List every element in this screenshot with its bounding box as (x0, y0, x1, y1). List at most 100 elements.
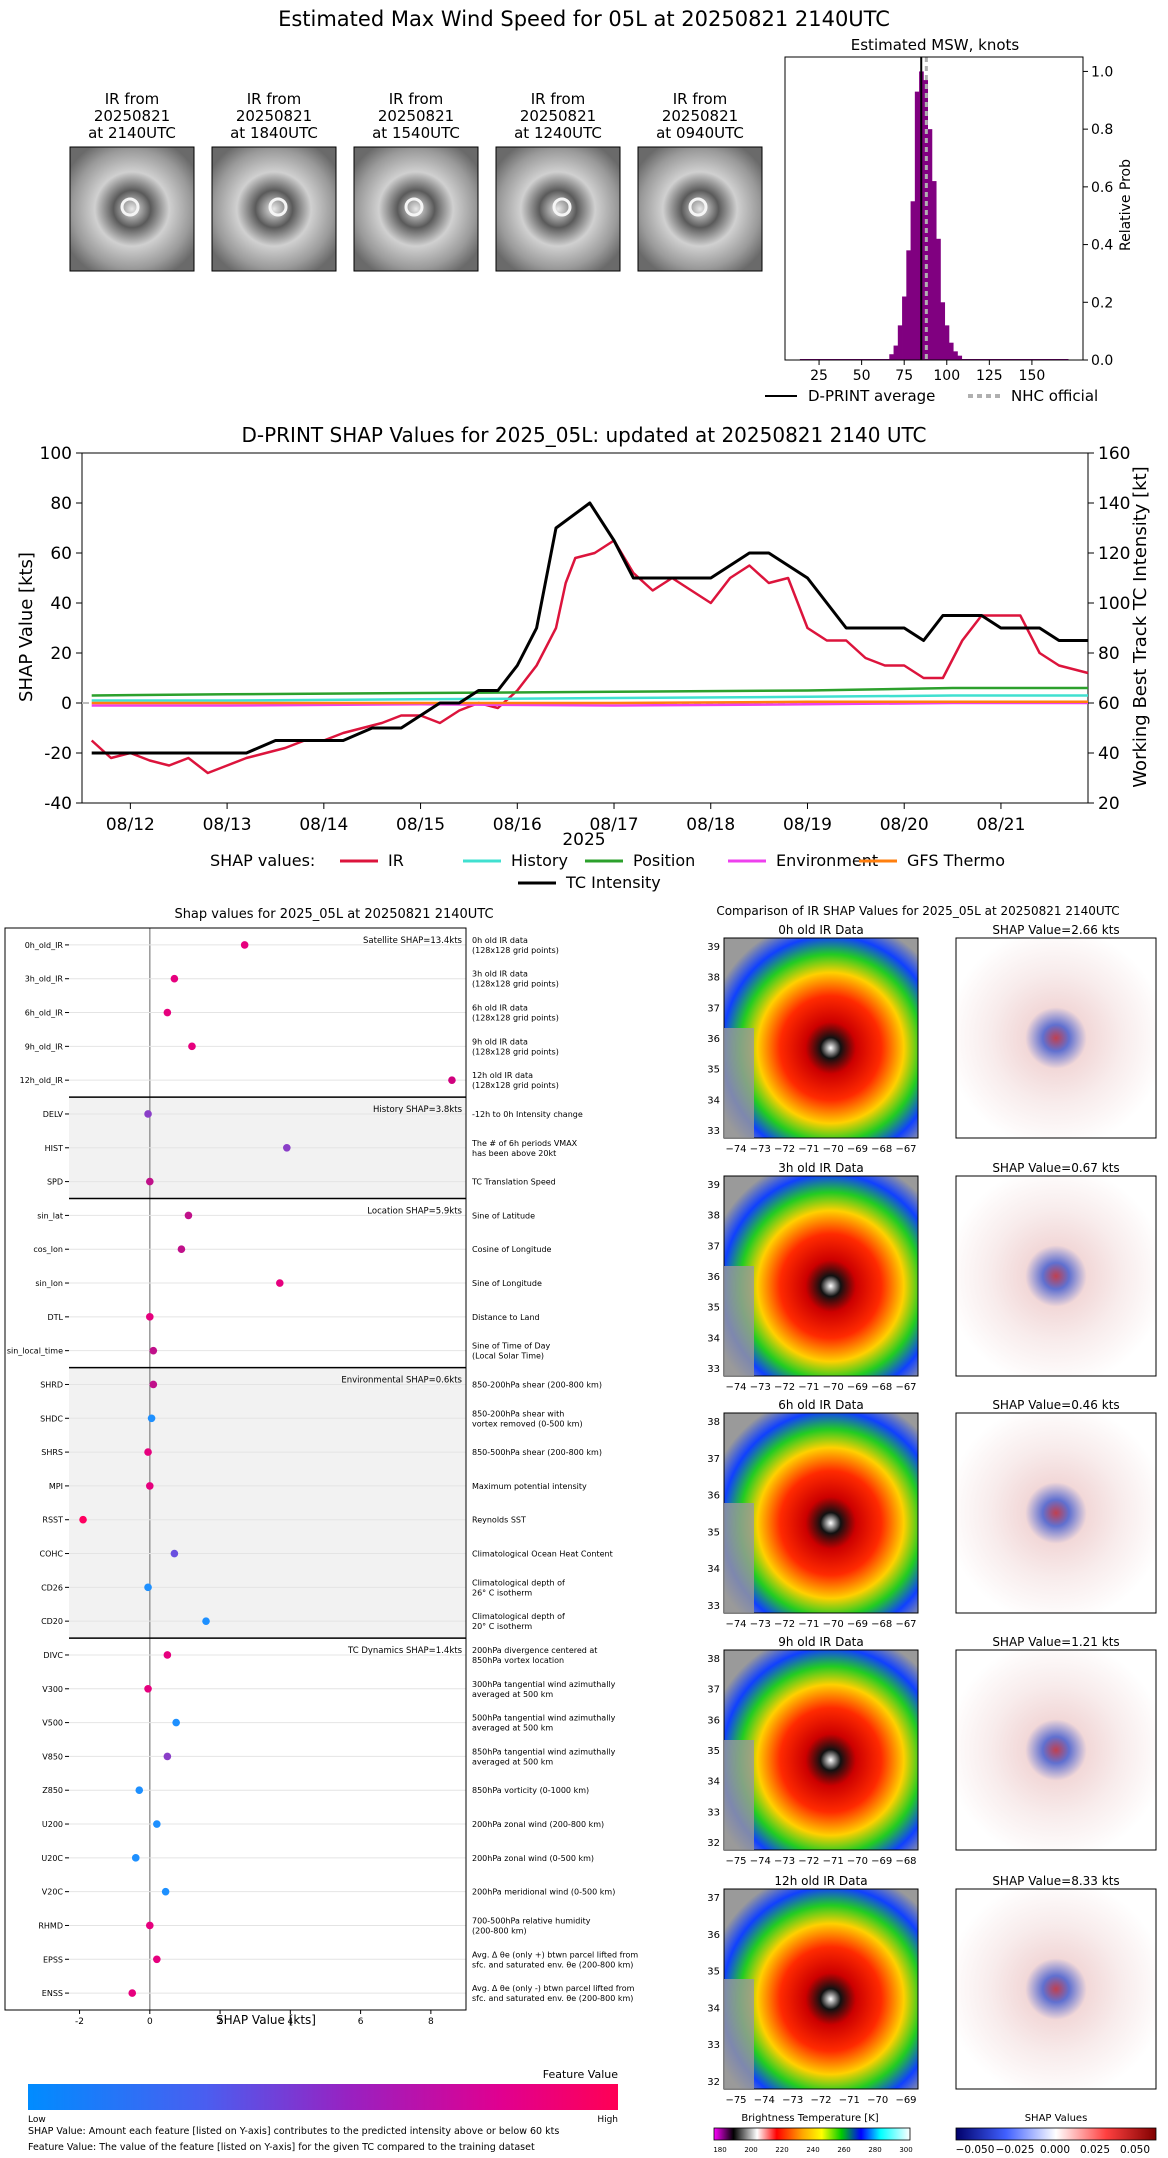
comparison-title: Comparison of IR SHAP Values for 2025_05… (716, 904, 1119, 918)
lat-tick-label: 32 (707, 2077, 720, 2088)
ir-panel-title: 12h old IR Data (774, 1874, 867, 1888)
thumbnail-caption: IR from (247, 90, 302, 108)
lon-tick-label: −69 (871, 1856, 892, 1867)
ir-image-panel (723, 1412, 919, 1614)
histogram-bar (927, 129, 933, 360)
feature-shap-point (147, 1414, 156, 1423)
shap-colorbar-tick: −0.050 (956, 2144, 995, 2156)
histogram-bar (910, 201, 916, 360)
feature-name: HIST (45, 1144, 63, 1153)
y-tick-label: 20 (50, 644, 72, 664)
y-tick-label: 80 (50, 494, 72, 514)
lat-tick-label: 32 (707, 1838, 720, 1849)
histogram-bar (931, 181, 937, 360)
feature-shap-point (275, 1279, 284, 1287)
lon-tick-label: −68 (871, 1144, 892, 1155)
feature-description: Avg. Δ θe (only +) btwn parcel lifted fr… (472, 1950, 638, 1959)
shap-image-panel (955, 1888, 1157, 2090)
timeseries-legend: SHAP values: IR History Position Environment… (210, 851, 1005, 892)
thumbnail-caption: at 1540UTC (372, 124, 460, 142)
feature-description: 200hPa divergence centered at (472, 1646, 597, 1655)
histogram-bar (957, 355, 963, 360)
thumbnail-caption: at 2140UTC (88, 124, 176, 142)
y-tick-label: 0.0 (1091, 353, 1113, 369)
feature-description: 200hPa zonal wind (200-800 km) (472, 1820, 604, 1829)
thumbnail-caption: 20250821 (662, 107, 738, 125)
group-shap-label: Location SHAP=5.9kts (367, 1207, 462, 1217)
x-tick-label: 08/19 (783, 815, 832, 835)
feature-shap-point (172, 1718, 180, 1727)
lat-tick-label: 38 (707, 1211, 720, 1222)
lat-tick-label: 38 (707, 1654, 720, 1665)
feature-description: Climatological depth of (472, 1578, 565, 1587)
feature-description: 850hPa vortex location (472, 1656, 564, 1665)
lat-tick-label: 35 (707, 1967, 720, 1978)
feature-colorbar (28, 2084, 618, 2110)
legend-label: TC Intensity (565, 873, 661, 892)
feature-description: TC Translation Speed (471, 1178, 556, 1187)
ir-thumbnail-image (495, 146, 621, 272)
lat-tick-label: 37 (707, 1454, 720, 1465)
feature-name: 12h_old_IR (20, 1076, 64, 1085)
ir-land-region (724, 1740, 754, 1850)
feature-description: 0h old IR data (472, 936, 528, 945)
feature-description: averaged at 500 km (472, 1690, 553, 1699)
feature-name: sin_lon (35, 1279, 63, 1288)
feature-chart-title: Shap values for 2025_05L at 20250821 214… (174, 907, 493, 922)
lon-tick-label: −73 (750, 1144, 771, 1155)
x-tick-label: 150 (1019, 368, 1046, 384)
feature-name: SHDC (40, 1414, 63, 1423)
feature-shap-point (131, 1854, 140, 1862)
comparison-panels: 0h old IR Data SHAP Value=2.66 kts 39 38 37 3… (707, 923, 1157, 2106)
x-tick-label: 2 (217, 2017, 223, 2027)
feature-description: 850hPa vorticity (0-1000 km) (472, 1786, 589, 1795)
lon-tick-label: −74 (754, 2095, 775, 2106)
lat-tick-label: 37 (707, 1893, 720, 1904)
shap-colorbar-tick: 0.000 (1040, 2144, 1070, 2156)
shap-panel-title: SHAP Value=2.66 kts (992, 923, 1119, 937)
feature-description: (128x128 grid points) (472, 980, 559, 989)
feature-shap-point (161, 1887, 170, 1896)
lat-tick-label: 34 (707, 2003, 720, 2014)
feature-shap-point (448, 1076, 456, 1084)
shap-image-panel (955, 1412, 1157, 1614)
group-shap-label: History SHAP=3.8kts (373, 1105, 463, 1115)
group-shap-label: Satellite SHAP=13.4kts (363, 936, 463, 946)
feature-name: EPSS (43, 1955, 63, 1964)
feature-name: SPD (47, 1178, 63, 1187)
lon-tick-label: −70 (847, 1856, 868, 1867)
histogram-bar (953, 351, 958, 360)
feature-name: 0h_old_IR (25, 941, 64, 950)
lon-tick-label: −72 (810, 2095, 831, 2106)
x-tick-label: 08/12 (106, 815, 155, 835)
x-tick-label: 08/14 (299, 815, 348, 835)
feature-name: U20C (41, 1854, 63, 1863)
histogram-ylabel: Relative Prob (1118, 159, 1134, 251)
legend-label: GFS Thermo (907, 851, 1005, 870)
feature-description: 850-200hPa shear (200-800 km) (472, 1380, 602, 1389)
footnote-feature: Feature Value: The value of the feature … (28, 2142, 535, 2153)
feature-description: Avg. Δ θe (only -) btwn parcel lifted fr… (472, 1984, 635, 1993)
feature-shap-point (146, 1313, 154, 1321)
feature-name: DIVC (43, 1651, 63, 1660)
series-line-position (91, 686, 1088, 697)
histogram-title: Estimated MSW, knots (851, 36, 1020, 54)
feature-name: V300 (42, 1685, 63, 1694)
feature-name: COHC (40, 1550, 64, 1559)
feature-name: V20C (42, 1888, 64, 1897)
lon-tick-label: −74 (725, 1382, 746, 1393)
lat-tick-label: 33 (707, 2040, 720, 2051)
x-tick-label: 08/20 (880, 815, 929, 835)
lat-tick-label: 34 (707, 1564, 720, 1575)
lon-tick-label: −74 (725, 1144, 746, 1155)
page-title: Estimated Max Wind Speed for 05L at 2025… (278, 7, 890, 31)
y-tick-label: 1.0 (1091, 64, 1113, 80)
lon-tick-label: −67 (895, 1144, 916, 1155)
feature-description: Reynolds SST (472, 1516, 526, 1525)
feature-name: CD20 (41, 1617, 63, 1626)
lat-tick-label: 34 (707, 1095, 720, 1106)
lon-tick-label: −68 (895, 1856, 916, 1867)
lon-tick-label: −70 (823, 1144, 844, 1155)
msw-histogram: Estimated MSW, knots 25 50 75 100 125 150 0.0 0… (765, 36, 1134, 405)
ir-image-panel (723, 1649, 919, 1851)
